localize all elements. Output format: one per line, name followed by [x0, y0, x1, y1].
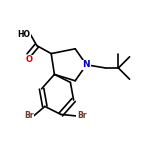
Text: Br: Br [77, 112, 86, 121]
Text: O: O [25, 55, 32, 64]
Text: N: N [83, 60, 90, 69]
Text: Br: Br [24, 112, 34, 121]
Text: HO: HO [17, 30, 30, 39]
